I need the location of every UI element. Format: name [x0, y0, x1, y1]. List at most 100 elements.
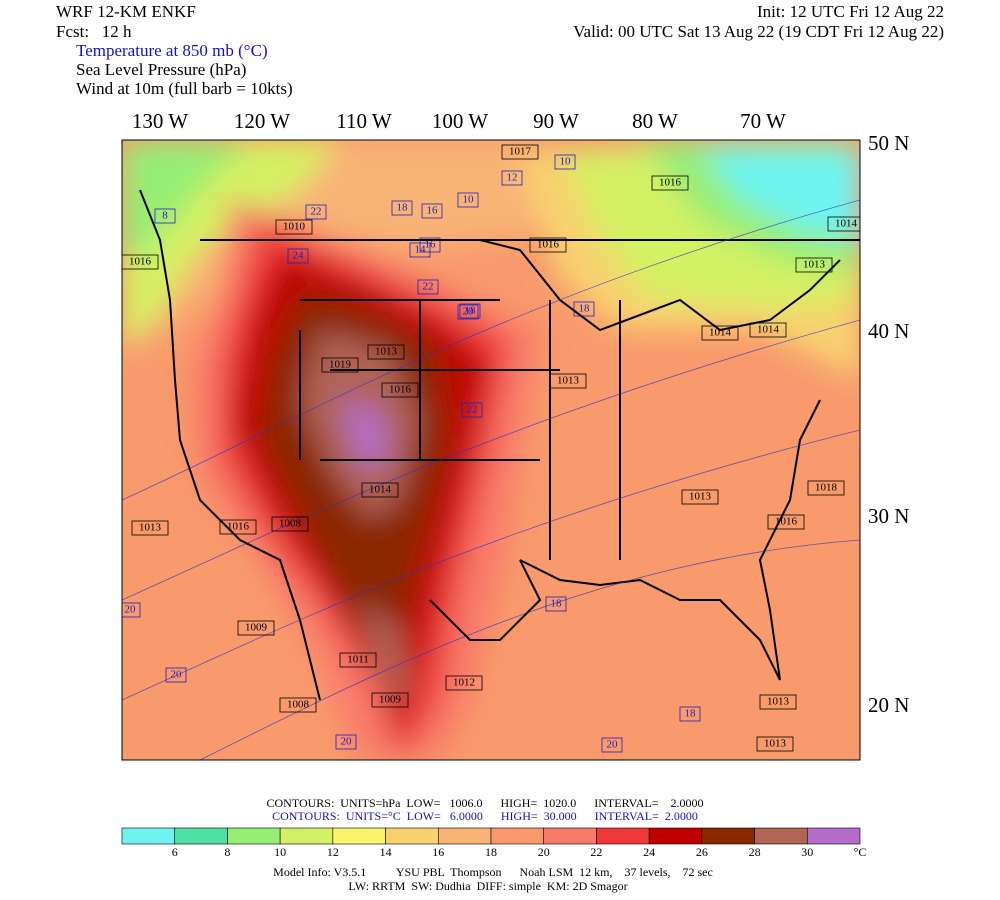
longitude-label: 90 W: [533, 109, 579, 133]
label-box: [545, 596, 567, 612]
colorbar-tick: 14: [380, 845, 392, 859]
colorbar-box: [121, 827, 176, 845]
colorbar-box: [279, 827, 334, 845]
colorbar-box: [227, 827, 281, 845]
map-label: 1009: [379, 694, 402, 706]
field: Temperature at 850 mb (°C): [76, 41, 268, 60]
map-label: 1013: [803, 259, 826, 271]
label-box: [335, 734, 357, 750]
init: Init: 12 UTC Fri 12 Aug 22: [757, 2, 944, 21]
label-box: [701, 325, 739, 341]
colorbar-tick: 10: [274, 845, 286, 859]
label-box: [501, 144, 539, 160]
label-box: [756, 736, 794, 752]
field: Sea Level Pressure (hPa): [76, 60, 246, 79]
map-label: 18: [551, 598, 563, 610]
label-box: [275, 219, 313, 235]
map-label: 20: [341, 736, 353, 748]
label-box: [749, 322, 787, 338]
map-label: 1013: [139, 522, 162, 534]
map-label: 24: [293, 250, 305, 262]
label-box: [651, 175, 689, 191]
map-label: 1013: [375, 346, 398, 358]
map-label: 12: [507, 172, 518, 184]
colorbar-unit: °C: [854, 845, 867, 859]
model: WRF 12-KM ENKF: [56, 2, 196, 21]
colorbar-box: [543, 827, 597, 845]
colorbar-box: [437, 827, 492, 845]
colorbar-tick: 8: [224, 845, 230, 859]
map-label: 22: [423, 281, 434, 293]
map-label: 1014: [369, 484, 392, 496]
label-box: [827, 216, 860, 232]
label-box: [361, 482, 399, 498]
label-box: [501, 170, 523, 186]
label-box: [554, 154, 576, 170]
map-label: 1013: [557, 375, 580, 387]
map-label: 1014: [757, 324, 780, 336]
label-box: [549, 373, 587, 389]
label-box: [371, 692, 409, 708]
label-box: [271, 516, 309, 532]
colorbar-box: [385, 827, 439, 845]
latitude-label: 50 N: [868, 131, 909, 155]
label-box: [807, 480, 845, 496]
colorbar-box: [754, 827, 808, 845]
forecast: Fcst: 12 h: [56, 22, 132, 41]
map-label: 22: [467, 404, 478, 416]
label-box: [417, 279, 439, 295]
colorbar-box: [806, 827, 861, 845]
colorbar-tick: 24: [643, 845, 655, 859]
contour-info: CONTOURS: UNITS=hPa LOW= 1006.0 HIGH= 10…: [267, 796, 704, 810]
longitude-label: 100 W: [432, 109, 488, 133]
map-label: 1014: [835, 218, 858, 230]
valid: Valid: 00 UTC Sat 13 Aug 22 (19 CDT Fri …: [573, 22, 944, 41]
colorbar-box: [648, 827, 703, 845]
map-label: 8: [162, 210, 168, 222]
colorbar-tick: 12: [327, 845, 339, 859]
field: Wind at 10m (full barb = 10kts): [76, 79, 293, 98]
colorbar-tick: 28: [749, 845, 761, 859]
map-label: 22: [311, 206, 322, 218]
label-box: [287, 248, 309, 264]
map-label: 20: [125, 604, 137, 616]
footer: LW: RRTM SW: Dudhia DIFF: simple KM: 2D …: [348, 879, 627, 893]
map-label: 1011: [347, 654, 369, 666]
label-box: [445, 675, 483, 691]
map-label: 18: [685, 708, 697, 720]
label-box: [367, 344, 405, 360]
colorbar-box: [332, 827, 386, 845]
latitude-label: 40 N: [868, 319, 909, 343]
map-label: 20: [607, 739, 619, 751]
label-box: [339, 652, 377, 668]
label-box: [459, 303, 481, 319]
map-label: 1016: [129, 256, 152, 268]
map-label: 16: [427, 205, 439, 217]
map-label: 1014: [709, 327, 732, 339]
colorbar-box: [490, 827, 545, 845]
label-box: [122, 602, 141, 618]
label-box: [154, 208, 176, 224]
longitude-label: 110 W: [336, 109, 392, 133]
longitude-label: 70 W: [740, 109, 786, 133]
longitude-label: 120 W: [234, 109, 290, 133]
label-box: [601, 737, 623, 753]
label-box: [279, 697, 317, 713]
map-label: 1013: [764, 738, 787, 750]
latitude-label: 20 N: [868, 693, 909, 717]
label-box: [165, 667, 187, 683]
map-label: 1016: [659, 177, 682, 189]
footer: Model Info: V3.5.1 YSU PBL Thompson Noah…: [273, 865, 713, 879]
map-label: 1016: [389, 384, 412, 396]
label-box: [131, 520, 169, 536]
map-label: 1013: [767, 696, 790, 708]
map-label: 1008: [287, 699, 310, 711]
label-box: [122, 254, 159, 270]
longitude-label: 80 W: [632, 109, 678, 133]
contour-info: CONTOURS: UNITS=°C LOW= 6.0000 HIGH= 30.…: [272, 809, 698, 823]
label-box: [321, 357, 359, 373]
map-label: 18: [579, 303, 591, 315]
colorbar-tick: 16: [432, 845, 444, 859]
